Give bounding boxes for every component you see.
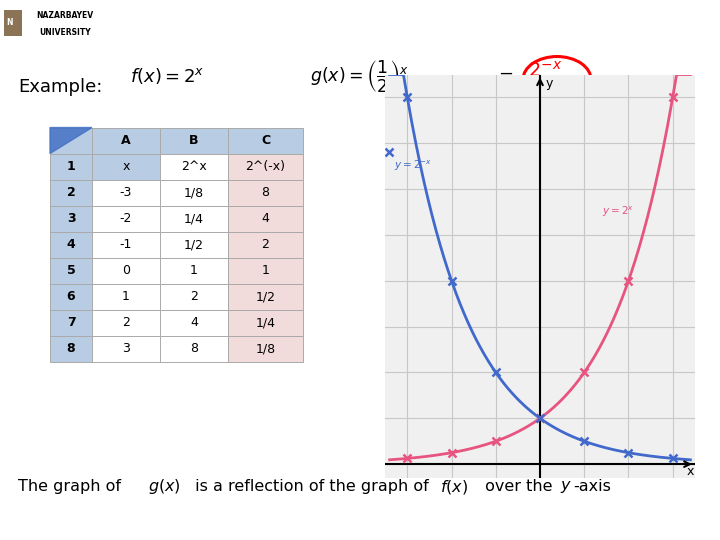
Text: 1/2: 1/2 [184, 238, 204, 251]
Text: $2^{-x}$: $2^{-x}$ [528, 60, 562, 80]
FancyBboxPatch shape [228, 258, 303, 284]
Text: 2^(-x): 2^(-x) [246, 160, 286, 173]
Text: -2: -2 [120, 212, 132, 225]
Text: 1/8: 1/8 [256, 342, 276, 355]
Text: $g(x) = \left(\dfrac{1}{2}\right)^x$: $g(x) = \left(\dfrac{1}{2}\right)^x$ [310, 58, 409, 93]
Text: $y = 2^{-x}$: $y = 2^{-x}$ [394, 159, 432, 173]
Text: C: C [261, 134, 270, 147]
FancyBboxPatch shape [228, 179, 303, 206]
Text: -1: -1 [120, 238, 132, 251]
FancyBboxPatch shape [228, 309, 303, 335]
Text: 8: 8 [261, 186, 269, 199]
Text: Example:: Example: [18, 78, 102, 96]
FancyBboxPatch shape [160, 232, 228, 258]
FancyBboxPatch shape [50, 284, 92, 309]
FancyBboxPatch shape [92, 232, 160, 258]
FancyBboxPatch shape [92, 284, 160, 309]
FancyBboxPatch shape [4, 10, 22, 36]
Text: NAZARBAYEV: NAZARBAYEV [36, 11, 94, 19]
Text: 5: 5 [67, 264, 76, 277]
Text: B: B [189, 134, 199, 147]
Text: over the: over the [480, 479, 557, 494]
FancyBboxPatch shape [160, 206, 228, 232]
Text: 1/4: 1/4 [184, 212, 204, 225]
FancyBboxPatch shape [228, 127, 303, 153]
Text: $f(x) = 2^x$: $f(x) = 2^x$ [130, 65, 204, 85]
FancyBboxPatch shape [1, 2, 112, 45]
FancyBboxPatch shape [228, 232, 303, 258]
Text: $y$: $y$ [560, 478, 572, 495]
Text: 3: 3 [67, 212, 76, 225]
Text: x: x [122, 160, 130, 173]
Text: 0: 0 [122, 264, 130, 277]
Text: 1: 1 [67, 160, 76, 173]
FancyBboxPatch shape [92, 335, 160, 361]
Text: 8: 8 [67, 342, 76, 355]
Text: y: y [545, 77, 553, 90]
Text: is a reflection of the graph of: is a reflection of the graph of [190, 479, 434, 494]
Text: 1: 1 [122, 290, 130, 303]
Text: x: x [687, 465, 694, 478]
Text: -axis: -axis [573, 479, 611, 494]
FancyBboxPatch shape [228, 284, 303, 309]
Text: 2: 2 [261, 238, 269, 251]
FancyBboxPatch shape [92, 258, 160, 284]
Text: 4: 4 [67, 238, 76, 251]
FancyBboxPatch shape [50, 206, 92, 232]
Text: 2: 2 [190, 290, 198, 303]
FancyBboxPatch shape [50, 258, 92, 284]
FancyBboxPatch shape [92, 309, 160, 335]
FancyBboxPatch shape [228, 206, 303, 232]
Polygon shape [50, 127, 92, 153]
FancyBboxPatch shape [50, 179, 92, 206]
Text: 1: 1 [261, 264, 269, 277]
FancyBboxPatch shape [228, 335, 303, 361]
FancyBboxPatch shape [50, 127, 92, 153]
Text: $g(x)$: $g(x)$ [148, 477, 181, 496]
FancyBboxPatch shape [92, 153, 160, 179]
Text: -3: -3 [120, 186, 132, 199]
Text: $=$: $=$ [495, 65, 513, 84]
FancyBboxPatch shape [92, 206, 160, 232]
Text: 7: 7 [67, 316, 76, 329]
FancyBboxPatch shape [50, 335, 92, 361]
Text: 2019-2020: 2019-2020 [624, 516, 698, 529]
Text: 1/2: 1/2 [256, 290, 276, 303]
FancyBboxPatch shape [160, 153, 228, 179]
FancyBboxPatch shape [228, 153, 303, 179]
FancyBboxPatch shape [160, 284, 228, 309]
FancyBboxPatch shape [160, 127, 228, 153]
Text: $y = 2^x$: $y = 2^x$ [602, 205, 634, 219]
FancyBboxPatch shape [50, 309, 92, 335]
Text: 2: 2 [67, 186, 76, 199]
Text: 4: 4 [190, 316, 198, 329]
FancyBboxPatch shape [160, 258, 228, 284]
Text: 2: 2 [122, 316, 130, 329]
FancyBboxPatch shape [92, 127, 160, 153]
Text: 4: 4 [261, 212, 269, 225]
Text: UNIVERSITY: UNIVERSITY [39, 28, 91, 37]
FancyBboxPatch shape [92, 179, 160, 206]
Text: $f(x)$: $f(x)$ [440, 478, 468, 496]
Text: Foundation Year Program: Foundation Year Program [526, 17, 706, 30]
Text: 1/8: 1/8 [184, 186, 204, 199]
FancyBboxPatch shape [50, 153, 92, 179]
Text: 2^x: 2^x [181, 160, 207, 173]
FancyBboxPatch shape [160, 309, 228, 335]
Text: A: A [121, 134, 131, 147]
Text: 1: 1 [190, 264, 198, 277]
Text: 3: 3 [122, 342, 130, 355]
Text: The graph of: The graph of [18, 479, 126, 494]
Text: N: N [6, 18, 13, 28]
FancyBboxPatch shape [50, 232, 92, 258]
Text: 8: 8 [190, 342, 198, 355]
FancyBboxPatch shape [160, 179, 228, 206]
FancyBboxPatch shape [160, 335, 228, 361]
Text: 6: 6 [67, 290, 76, 303]
Text: 1/4: 1/4 [256, 316, 276, 329]
